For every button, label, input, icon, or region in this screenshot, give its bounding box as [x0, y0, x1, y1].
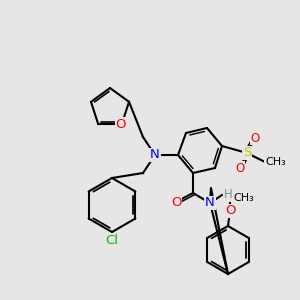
- Text: O: O: [250, 131, 260, 145]
- Text: CH₃: CH₃: [265, 157, 286, 167]
- Text: CH₃: CH₃: [233, 193, 254, 203]
- Text: S: S: [243, 146, 251, 160]
- Text: H: H: [224, 188, 233, 202]
- Text: N: N: [205, 196, 215, 209]
- Text: Cl: Cl: [106, 233, 118, 247]
- Text: O: O: [116, 118, 126, 131]
- Text: O: O: [236, 161, 244, 175]
- Text: O: O: [171, 196, 181, 208]
- Text: N: N: [150, 148, 160, 161]
- Text: O: O: [225, 205, 235, 218]
